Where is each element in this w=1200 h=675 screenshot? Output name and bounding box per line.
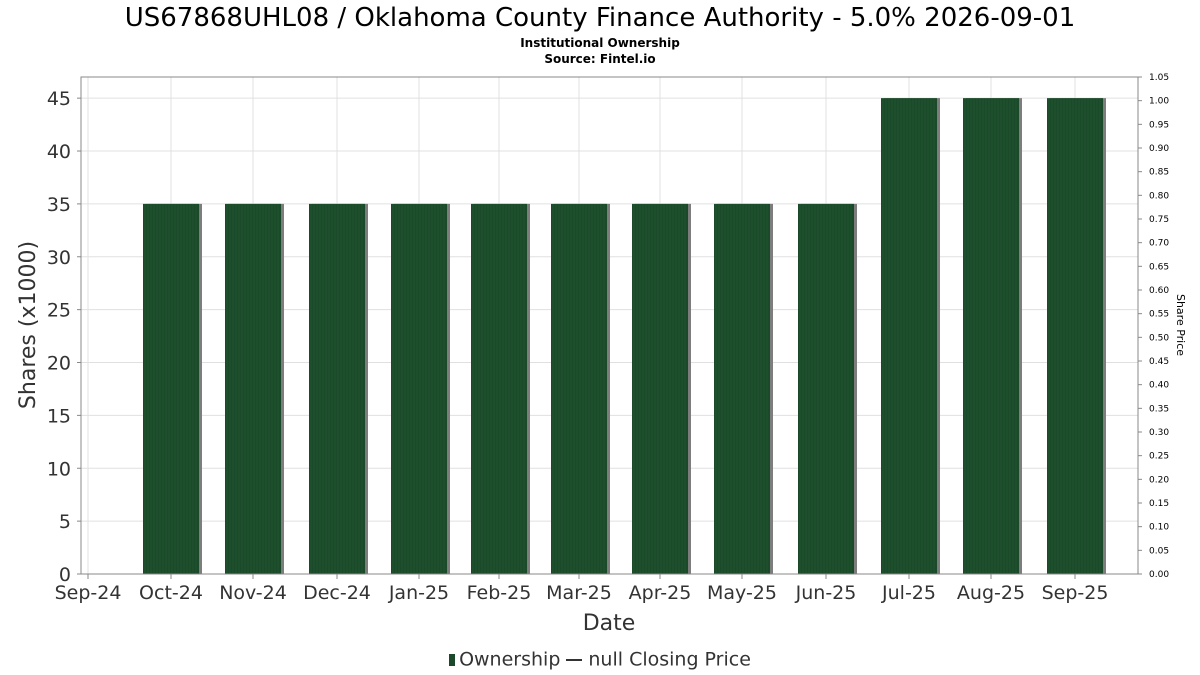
y2-tick-label: 0.35 — [1149, 404, 1169, 414]
legend-ownership: Ownership — [459, 648, 561, 671]
y-axis-label: Shares (x1000) — [16, 241, 41, 409]
y2-tick-label: 0.40 — [1149, 381, 1169, 391]
y2-tick-label: 0.20 — [1149, 475, 1169, 485]
x-tick-label: Jan-25 — [388, 582, 449, 604]
y-tick-label: 0 — [59, 564, 71, 586]
legend: Ownership null Closing Price — [0, 647, 1200, 672]
y2-tick-label: 0.05 — [1149, 546, 1169, 556]
y2-tick-label: 1.05 — [1149, 73, 1169, 83]
ownership-bar — [391, 203, 447, 574]
x-tick-label: May-25 — [707, 582, 777, 604]
y2-tick-label: 0.60 — [1149, 286, 1169, 296]
plot-frame — [80, 76, 1139, 575]
closing-price-legend-swatch — [566, 658, 583, 661]
y2-tick-label: 0.30 — [1149, 428, 1169, 438]
y-tick-label: 15 — [47, 405, 71, 427]
chart-source: Source: Fintel.io — [544, 52, 656, 66]
x-tick-label: Sep-25 — [1042, 582, 1109, 604]
x-tick-label: Apr-25 — [629, 582, 692, 604]
x-tick-label: Jun-25 — [795, 582, 857, 604]
y2-tick-label: 1.00 — [1149, 97, 1169, 107]
x-tick-label: Dec-24 — [303, 582, 371, 604]
y-tick-label: 35 — [47, 194, 71, 216]
x-axis: Sep-24 Oct-24 Nov-24 Dec-24 Jan-25 Feb-25 Mar-… — [55, 574, 1109, 604]
y-axis: 0 5 10 15 20 25 30 35 40 45 — [47, 88, 81, 586]
chart-title: US67868UHL08 / Oklahoma County Finance A… — [124, 3, 1076, 33]
y2-tick-label: 0.75 — [1149, 215, 1169, 225]
y2-tick-label: 0.15 — [1149, 499, 1169, 509]
y2-tick-label: 0.65 — [1149, 262, 1169, 272]
ownership-bar — [551, 203, 607, 574]
ownership-legend-swatch — [449, 653, 456, 666]
ownership-bar — [225, 203, 281, 574]
ownership-bar — [881, 98, 937, 575]
ownership-bar — [309, 203, 365, 574]
chart-subtitle: Institutional Ownership — [520, 36, 680, 50]
x-tick-label: Nov-24 — [219, 582, 287, 604]
bar-group — [143, 98, 1106, 575]
x-tick-label: Feb-25 — [467, 582, 532, 604]
y-tick-label: 5 — [59, 511, 71, 533]
x-tick-label: Jul-25 — [881, 582, 936, 604]
y2-tick-label: 0.55 — [1149, 310, 1169, 320]
y-tick-label: 10 — [47, 458, 71, 480]
y2-tick-label: 0.90 — [1149, 144, 1169, 154]
ownership-bar — [143, 203, 199, 574]
ownership-bar — [798, 203, 854, 574]
ownership-bar — [963, 98, 1019, 575]
y-tick-label: 25 — [47, 300, 71, 322]
x-tick-label: Oct-24 — [139, 582, 203, 604]
y2-tick-label: 0.95 — [1149, 120, 1169, 130]
y2-tick-label: 0.00 — [1149, 570, 1169, 580]
x-tick-label: Mar-25 — [546, 582, 612, 604]
y2-tick-label: 0.25 — [1149, 452, 1169, 462]
y2-axis-label: Share Price — [1174, 294, 1187, 356]
x-tick-label: Aug-25 — [957, 582, 1025, 604]
x-tick-label: Sep-24 — [55, 582, 122, 604]
y-tick-label: 20 — [47, 353, 71, 375]
y2-axis: 0.00 0.05 0.10 0.15 0.20 0.25 0.30 0.35 0.40 0.45… — [1138, 73, 1169, 580]
ownership-bar — [714, 203, 770, 574]
y2-tick-label: 0.50 — [1149, 333, 1169, 343]
y-tick-label: 45 — [47, 88, 71, 110]
y2-tick-label: 0.10 — [1149, 523, 1169, 533]
y2-tick-label: 0.85 — [1149, 168, 1169, 178]
y-tick-label: 30 — [47, 247, 71, 269]
ownership-bar — [632, 203, 688, 574]
x-axis-label: Date — [583, 611, 636, 636]
ownership-bar — [471, 203, 527, 574]
legend-closing-price: null Closing Price — [588, 648, 751, 671]
y2-tick-label: 0.45 — [1149, 357, 1169, 367]
y2-tick-label: 0.70 — [1149, 239, 1169, 249]
y-tick-label: 40 — [47, 141, 71, 163]
ownership-bar — [1047, 98, 1103, 575]
y2-tick-label: 0.80 — [1149, 191, 1169, 201]
